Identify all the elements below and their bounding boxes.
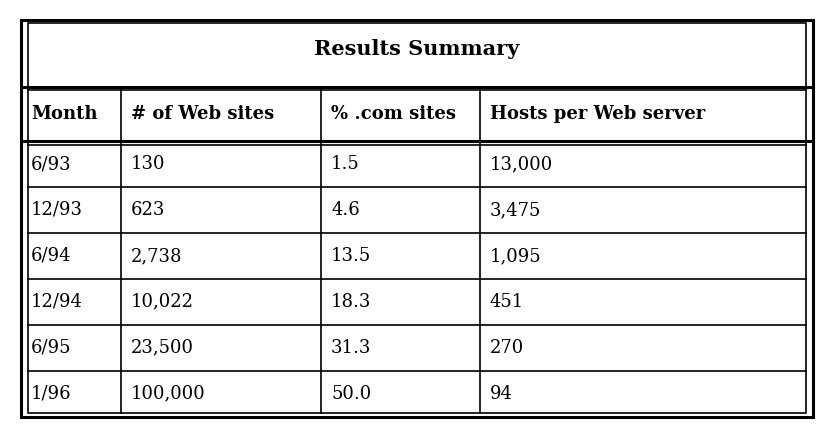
Text: 1.5: 1.5: [331, 155, 359, 173]
Text: Results Summary: Results Summary: [314, 39, 520, 59]
Text: 6/95: 6/95: [31, 339, 72, 357]
Text: Hosts per Web server: Hosts per Web server: [490, 105, 705, 123]
Text: 13.5: 13.5: [331, 247, 371, 265]
Text: 1,095: 1,095: [490, 247, 541, 265]
Text: 50.0: 50.0: [331, 385, 371, 403]
Text: 13,000: 13,000: [490, 155, 553, 173]
Bar: [28, 23, 806, 413]
Text: 451: 451: [490, 293, 524, 311]
Text: 270: 270: [490, 339, 524, 357]
Text: # of Web sites: # of Web sites: [131, 105, 274, 123]
Text: 3,475: 3,475: [490, 201, 541, 219]
Text: 18.3: 18.3: [331, 293, 371, 311]
Text: 623: 623: [131, 201, 165, 219]
Text: 1/96: 1/96: [31, 385, 72, 403]
Text: 6/94: 6/94: [31, 247, 72, 265]
Text: 10,022: 10,022: [131, 293, 194, 311]
Text: 4.6: 4.6: [331, 201, 359, 219]
Text: 130: 130: [131, 155, 165, 173]
Text: 23,500: 23,500: [131, 339, 194, 357]
Text: 2,738: 2,738: [131, 247, 183, 265]
Text: 12/93: 12/93: [31, 201, 83, 219]
Text: 6/93: 6/93: [31, 155, 72, 173]
Text: 94: 94: [490, 385, 512, 403]
Text: 12/94: 12/94: [31, 293, 83, 311]
Text: % .com sites: % .com sites: [331, 105, 456, 123]
Text: Month: Month: [31, 105, 98, 123]
Text: 31.3: 31.3: [331, 339, 371, 357]
Text: 100,000: 100,000: [131, 385, 206, 403]
